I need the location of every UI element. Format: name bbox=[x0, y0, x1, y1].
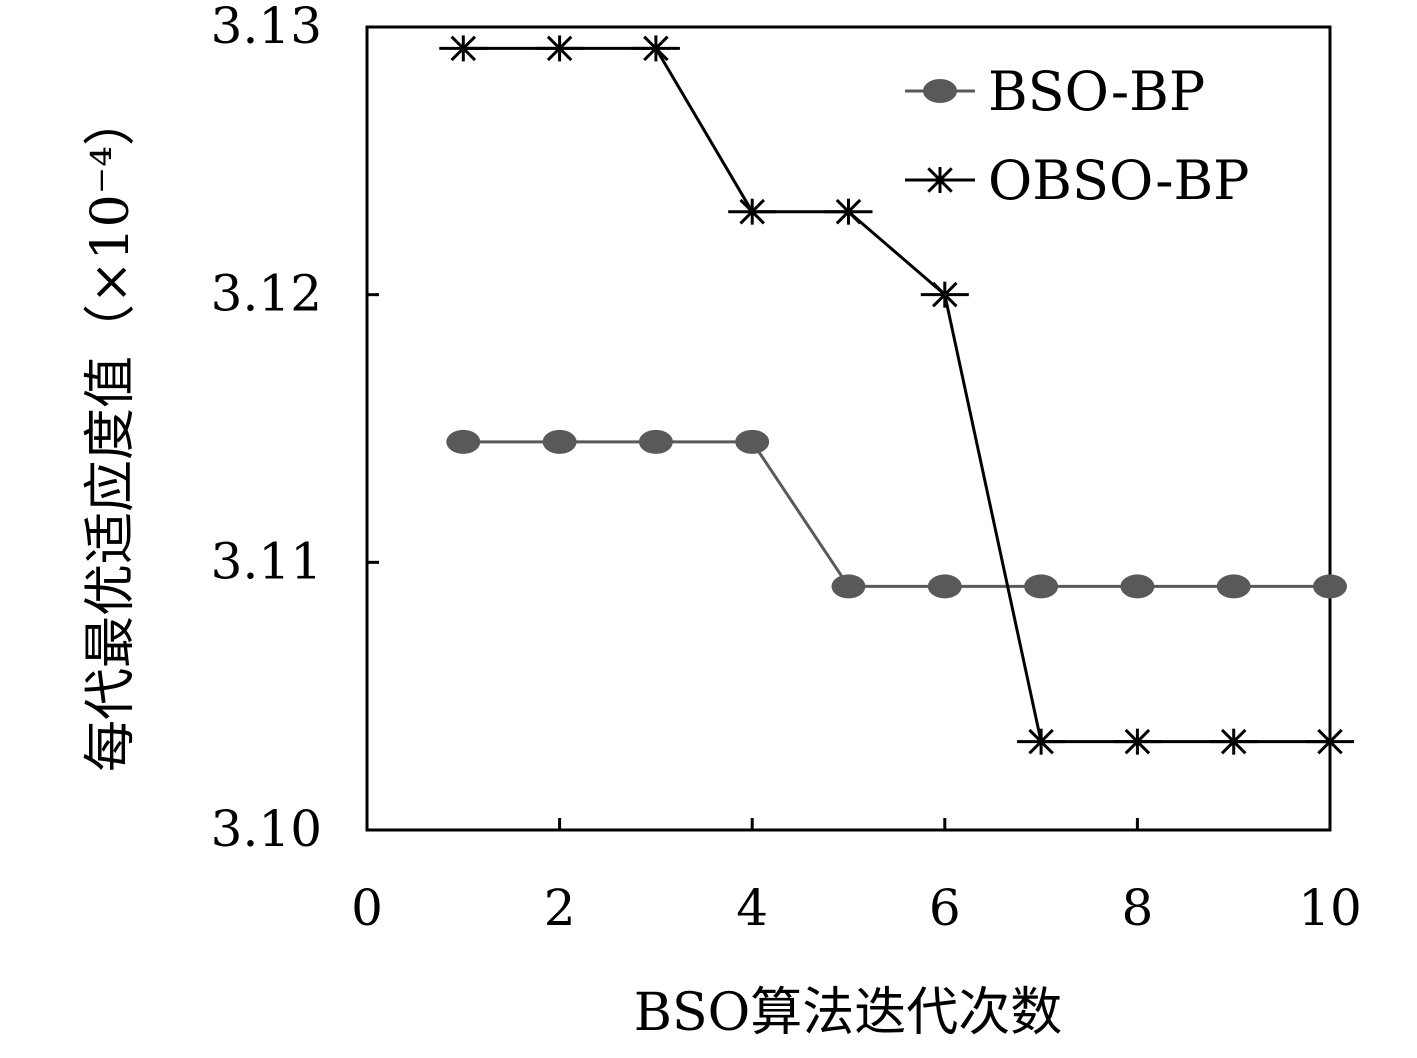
y-axis-ticks: 3.10 3.11 3.12 3.13 bbox=[211, 0, 379, 858]
data-point-bso-bp bbox=[1216, 574, 1251, 599]
legend-item-obso-bp: OBSO-BP bbox=[905, 149, 1249, 212]
series-layer bbox=[439, 35, 1354, 755]
data-point-obso-bp bbox=[535, 35, 584, 62]
legend-label: BSO-BP bbox=[988, 60, 1205, 123]
series-obso-bp bbox=[439, 35, 1354, 755]
y-tick-label: 3.13 bbox=[211, 0, 322, 55]
data-point-bso-bp bbox=[1313, 574, 1347, 599]
x-tick-label: 2 bbox=[544, 879, 576, 937]
series-line-bso-bp bbox=[463, 440, 1330, 588]
data-point-bso-bp bbox=[1024, 574, 1059, 599]
data-point-obso-bp bbox=[728, 198, 777, 225]
legend-marker bbox=[923, 79, 957, 103]
legend-marker bbox=[916, 167, 964, 193]
x-axis-ticks: 0 2 4 6 8 10 bbox=[351, 818, 1362, 937]
data-point-obso-bp bbox=[1306, 728, 1354, 755]
data-point-bso-bp bbox=[735, 429, 770, 454]
legend-item-bso-bp: BSO-BP bbox=[905, 60, 1205, 123]
data-point-bso-bp bbox=[446, 429, 481, 454]
y-axis-label: 每代最优适应度值（×10⁻⁴） bbox=[81, 94, 141, 772]
data-point-obso-bp bbox=[824, 198, 873, 225]
x-tick-label: 4 bbox=[736, 879, 768, 937]
data-point-obso-bp bbox=[631, 35, 680, 62]
legend-label: OBSO-BP bbox=[988, 149, 1249, 212]
x-tick-label: 8 bbox=[1121, 879, 1153, 937]
x-tick-label: 0 bbox=[351, 879, 383, 937]
data-point-bso-bp bbox=[542, 429, 577, 454]
plot-frame bbox=[365, 25, 1332, 832]
x-tick-label: 6 bbox=[929, 879, 961, 937]
x-tick-label: 10 bbox=[1298, 879, 1362, 937]
data-point-obso-bp bbox=[1113, 728, 1162, 755]
data-point-obso-bp bbox=[1017, 728, 1066, 755]
legend: BSO-BP OBSO-BP bbox=[905, 60, 1249, 212]
x-axis-label: BSO算法迭代次数 bbox=[634, 983, 1062, 1043]
series-bso-bp bbox=[446, 429, 1347, 599]
y-tick-label: 3.10 bbox=[211, 800, 322, 858]
plot-border bbox=[365, 25, 1332, 832]
data-point-obso-bp bbox=[439, 35, 488, 62]
y-tick-label: 3.11 bbox=[211, 532, 322, 590]
data-point-bso-bp bbox=[927, 574, 962, 599]
data-point-bso-bp bbox=[638, 429, 673, 454]
data-point-obso-bp bbox=[920, 281, 969, 308]
data-point-bso-bp bbox=[1120, 574, 1155, 599]
y-tick-label: 3.12 bbox=[211, 265, 322, 323]
data-point-obso-bp bbox=[1209, 728, 1258, 755]
data-point-bso-bp bbox=[831, 574, 866, 599]
series-line-obso-bp bbox=[463, 46, 1330, 744]
